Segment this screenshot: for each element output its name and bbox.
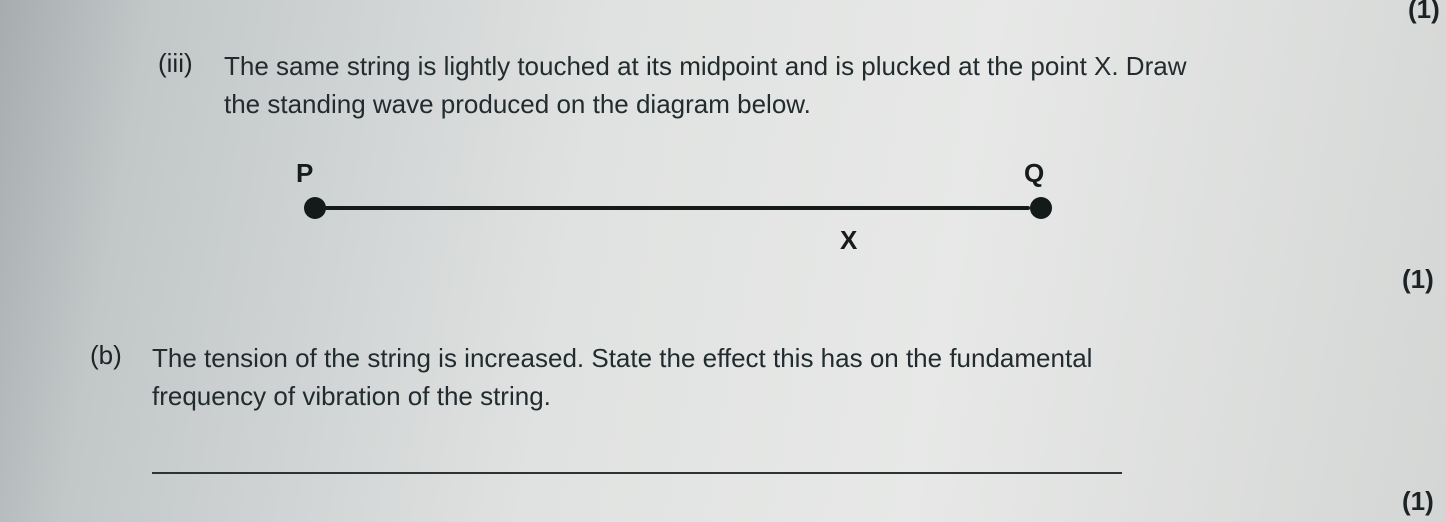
diagram-label-q: Q <box>1024 158 1044 189</box>
mark-label-b: (1) <box>1402 486 1434 517</box>
question-b-line1: The tension of the string is increased. … <box>152 340 1092 378</box>
mark-label-iii: (1) <box>1402 264 1434 295</box>
answer-blank-line <box>152 472 1122 474</box>
diagram-string-line <box>315 206 1030 210</box>
question-b-line2: frequency of vibration of the string. <box>152 378 551 416</box>
question-numeral-b: (b) <box>90 340 122 371</box>
mark-label-top: (1) <box>1408 0 1440 25</box>
diagram-node-q <box>1030 197 1052 219</box>
diagram-label-x: X <box>840 225 857 256</box>
diagram-label-p: P <box>296 158 313 189</box>
question-iii-line2: the standing wave produced on the diagra… <box>224 86 811 124</box>
question-numeral-iii: (iii) <box>158 48 193 79</box>
question-iii-line1: The same string is lightly touched at it… <box>224 48 1186 86</box>
